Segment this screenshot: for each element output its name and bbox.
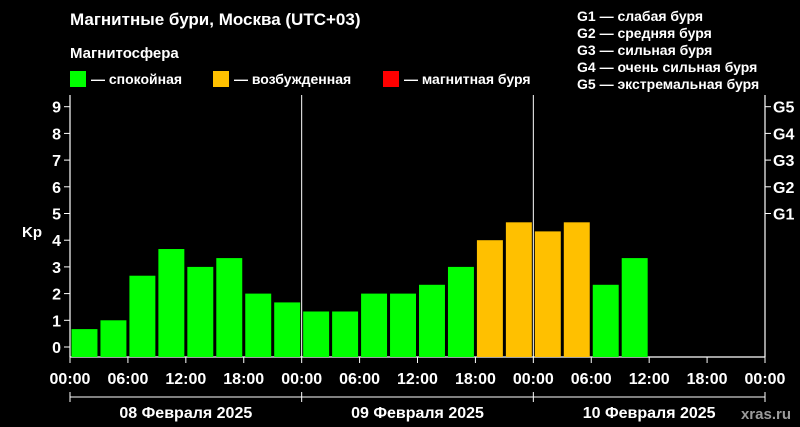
g-tick-label-g2: G2: [773, 180, 794, 197]
watermark: xras.ru: [741, 406, 791, 423]
x-tick-label-6: 12:00: [397, 371, 438, 388]
kp-bar-3: [158, 249, 185, 357]
kp-bar-1: [100, 320, 127, 357]
plot-area: 0 1 2 3 4 5 6 7 8 9 G1 G2 G3 G4 G5 00:00 06:00 12:00 18:00…: [50, 95, 794, 422]
x-tick-label-0: 00:00: [50, 371, 91, 388]
kp-bar-9: [332, 311, 359, 357]
kp-bar-18: [592, 284, 619, 357]
g-tick-label-g1: G1: [773, 207, 794, 224]
g-tick-label-g3: G3: [773, 153, 794, 170]
legend-swatch-1: [213, 71, 229, 87]
kp-bar-15: [505, 222, 532, 357]
y-axis-label: Kp: [22, 224, 42, 241]
kp-bar-4: [187, 266, 214, 357]
kp-bar-7: [274, 302, 301, 357]
legend-label-0: — спокойная: [91, 71, 182, 87]
y-tick-label-2: 2: [52, 287, 61, 304]
legend-label-2: — магнитная буря: [404, 71, 531, 87]
x-tick-label-3: 18:00: [223, 371, 264, 388]
legend: — спокойная — возбужденная — магнитная бур…: [70, 71, 531, 87]
legend-label-1: — возбужденная: [234, 71, 351, 87]
y-tick-label-9: 9: [52, 100, 61, 117]
storm-scale-item-g2: G2 — средняя буря: [577, 25, 712, 41]
kp-bar-11: [390, 293, 416, 357]
legend-swatch-2: [383, 71, 399, 87]
y-tick-label-1: 1: [52, 313, 61, 330]
x-tick-label-8: 00:00: [513, 371, 554, 388]
g-tick-label-g4: G4: [773, 126, 794, 143]
x-tick-label-7: 18:00: [455, 371, 496, 388]
kp-bar-19: [621, 258, 648, 357]
legend-swatch-0: [70, 71, 86, 87]
y-tick-label-7: 7: [52, 153, 61, 170]
y-tick-label-4: 4: [52, 233, 61, 250]
x-tick-label-1: 06:00: [107, 371, 148, 388]
kp-bar-0: [71, 329, 98, 357]
kp-bar-16: [534, 231, 561, 357]
x-tick-label-2: 12:00: [165, 371, 206, 388]
kp-bar-5: [216, 258, 243, 357]
day-label-2: 10 Февраля 2025: [583, 405, 716, 422]
day-label-0: 08 Февраля 2025: [119, 405, 252, 422]
kp-bar-8: [303, 311, 330, 357]
day-label-1: 09 Февраля 2025: [351, 405, 484, 422]
kp-bar-13: [447, 266, 474, 357]
storm-scale-item-g4: G4 — очень сильная буря: [577, 59, 757, 75]
storm-scale-item-g1: G1 — слабая буря: [577, 8, 703, 24]
kp-bar-6: [245, 293, 272, 357]
y-tick-label-8: 8: [52, 126, 61, 143]
x-tick-label-5: 06:00: [339, 371, 380, 388]
chart-title: Магнитные бури, Москва (UTC+03): [70, 10, 361, 29]
kp-bar-14: [476, 240, 503, 357]
y-tick-label-3: 3: [52, 260, 61, 277]
y-tick-label-0: 0: [52, 340, 61, 357]
storm-scale-item-g3: G3 — сильная буря: [577, 42, 712, 58]
kp-bar-10: [361, 293, 388, 357]
kp-bar-12: [419, 284, 445, 357]
x-tick-label-4: 00:00: [281, 371, 322, 388]
legend-title: Магнитосфера: [70, 45, 179, 62]
g-tick-label-g5: G5: [773, 100, 794, 117]
x-tick-label-9: 06:00: [571, 371, 612, 388]
y-tick-label-5: 5: [52, 207, 61, 224]
kp-bar-17: [563, 222, 590, 357]
x-tick-label-12: 00:00: [745, 371, 786, 388]
y-tick-label-6: 6: [52, 180, 61, 197]
kp-bar-2: [129, 275, 156, 357]
storm-scale-item-g5: G5 — экстремальная буря: [577, 76, 759, 92]
x-tick-label-10: 12:00: [629, 371, 670, 388]
x-tick-label-11: 18:00: [687, 371, 728, 388]
